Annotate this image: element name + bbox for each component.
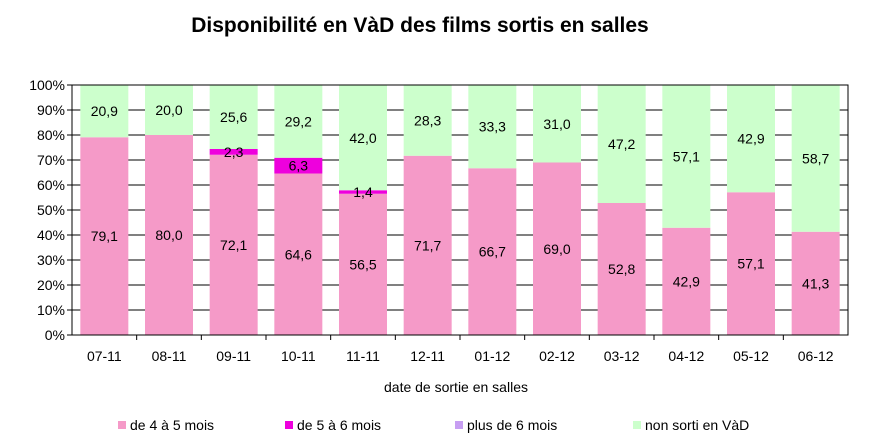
data-label: 20,9 — [91, 103, 118, 119]
bar-segment — [209, 149, 258, 155]
bars — [80, 84, 840, 335]
data-label: 80,0 — [155, 227, 182, 243]
bar-segment — [791, 85, 840, 232]
data-label: 57,1 — [673, 148, 700, 164]
data-label: 69,0 — [543, 241, 570, 257]
x-tick-label: 03-12 — [604, 348, 640, 364]
data-label: 28,3 — [414, 112, 441, 128]
y-tick-label: 50% — [37, 202, 65, 218]
bar-segment — [274, 84, 323, 158]
legend-item: plus de 6 mois — [455, 415, 557, 435]
data-label: 66,7 — [479, 244, 506, 260]
data-label: 57,1 — [737, 256, 764, 272]
data-label: 42,9 — [673, 273, 700, 289]
y-tick-label: 70% — [37, 152, 65, 168]
data-label: 25,6 — [220, 109, 247, 125]
legend: de 4 à 5 mois de 5 à 6 mois plus de 6 mois… — [0, 415, 885, 437]
data-labels: 79,1 20,9 80,0 20,0 72,1 2,3 25,6 64,6 6,3 29,2 56… — [91, 102, 830, 291]
bar-segment — [209, 154, 258, 335]
data-label: 31,0 — [543, 116, 570, 132]
bar-segment — [533, 85, 581, 163]
data-label: 64,6 — [285, 246, 312, 262]
data-label: 20,0 — [155, 102, 182, 118]
data-label: 47,2 — [608, 136, 635, 152]
y-tick-label: 60% — [37, 177, 65, 193]
legend-swatch — [118, 421, 126, 429]
bar-segment — [662, 85, 711, 228]
bar-segment — [145, 85, 193, 135]
bar-segment — [274, 157, 323, 174]
y-tick-label: 20% — [37, 277, 65, 293]
x-tick-label: 04-12 — [668, 348, 704, 364]
data-label: 33,3 — [479, 119, 506, 135]
x-tick-label: 11-11 — [346, 348, 380, 364]
x-tick-label: 09-11 — [216, 348, 251, 364]
legend-swatch — [455, 421, 463, 429]
data-label: 56,5 — [349, 256, 376, 272]
bar-segment — [468, 168, 517, 335]
data-label: 41,3 — [802, 275, 829, 291]
legend-swatch — [285, 421, 293, 429]
x-tick-label: 10-11 — [281, 348, 316, 364]
y-tick-label: 30% — [37, 252, 65, 268]
legend-label: non sorti en VàD — [645, 417, 750, 433]
bar-segment — [80, 85, 129, 138]
legend-swatch — [633, 421, 641, 429]
data-label: 1,4 — [353, 184, 373, 200]
data-label: 72,1 — [220, 237, 247, 253]
legend-label: de 5 à 6 mois — [297, 417, 382, 433]
bar-segment — [662, 227, 711, 335]
y-tick-label: 0% — [45, 327, 65, 343]
bar-segment — [339, 190, 387, 194]
data-label: 2,3 — [224, 144, 244, 160]
data-label: 79,1 — [91, 228, 118, 244]
bar-segment — [727, 85, 775, 193]
y-tick-label: 80% — [37, 127, 65, 143]
legend-item: de 4 à 5 mois — [118, 415, 214, 435]
bar-segment — [727, 192, 775, 335]
bar-segment — [145, 135, 193, 335]
data-label: 71,7 — [414, 237, 441, 253]
y-tick-label: 100% — [29, 77, 65, 93]
data-label: 42,9 — [737, 131, 764, 147]
legend-label: de 4 à 5 mois — [130, 417, 215, 433]
x-tick-label: 02-12 — [539, 348, 575, 364]
y-tick-label: 40% — [37, 227, 65, 243]
x-tick-label: 12-11 — [410, 348, 445, 364]
legend-item: de 5 à 6 mois — [285, 415, 381, 435]
data-label: 42,0 — [349, 130, 376, 146]
bar-segment — [597, 203, 646, 335]
data-label: 52,8 — [608, 261, 635, 277]
data-label: 6,3 — [289, 158, 309, 174]
bar-segment — [468, 85, 517, 169]
chart-title: Disponibilité en VàD des films sortis en… — [191, 14, 649, 37]
x-axis-title: date de sortie en salles — [384, 379, 528, 395]
bar-segment — [209, 85, 258, 149]
bar-segment — [403, 85, 452, 156]
bar-segment — [339, 193, 387, 335]
x-tick-label: 07-11 — [87, 348, 122, 364]
bar-segment — [274, 173, 323, 335]
legend-label: plus de 6 mois — [467, 417, 558, 433]
x-tick-label: 06-12 — [798, 348, 834, 364]
bar-segment — [791, 231, 840, 335]
x-tick-label: 08-11 — [152, 348, 187, 364]
x-tick-label: 01-12 — [474, 348, 510, 364]
data-label: 29,2 — [285, 113, 312, 129]
axes: 0% 10% 20% 30% 40% 50% 60% 70% 80% 90% 100% 07-11 08… — [29, 77, 849, 364]
y-tick-label: 10% — [37, 302, 65, 318]
y-tick-label: 90% — [37, 102, 65, 118]
bar-segment — [403, 155, 452, 335]
bar-segment — [339, 85, 387, 191]
bar-segment — [80, 137, 129, 335]
legend-item: non sorti en VàD — [633, 415, 749, 435]
x-tick-label: 05-12 — [733, 348, 769, 364]
bar-segment — [597, 85, 646, 203]
data-label: 58,7 — [802, 150, 829, 166]
bar-segment — [533, 162, 581, 335]
